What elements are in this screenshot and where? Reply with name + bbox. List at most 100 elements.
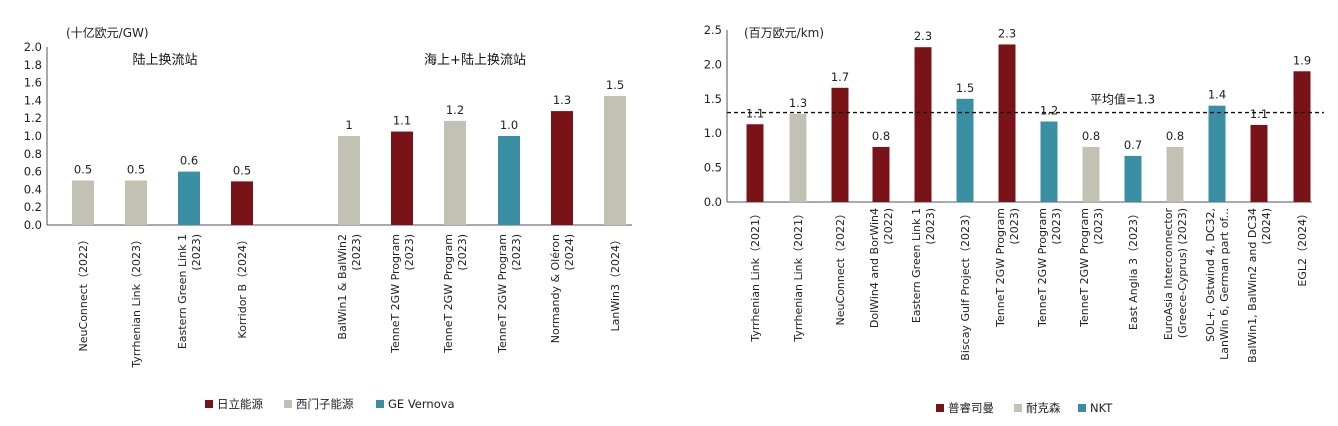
bar [872,146,890,202]
data-label: 0.8 [1166,129,1184,143]
bar [178,171,200,225]
x-tick-label: SOL+, Ostwind 4, DC32, [1204,208,1217,342]
data-label: 1.4 [1208,88,1226,102]
x-tick-label: (2023) [190,234,203,271]
x-tick-label: DolWin4 and BorWin4 [868,208,881,328]
x-tick-label: (2023) [403,234,416,271]
legend-swatch [205,400,213,408]
x-tick-label: (Greece-Cyprus) (2023) [1176,208,1189,338]
legend-label: 耐克森 [1026,401,1061,415]
x-tick-label: BalWin1, BalWin2 and DC34 [1246,208,1259,363]
data-label: 1.9 [1293,53,1311,67]
x-tick-label: Tyrrhenian Link（2023） [130,234,143,369]
bar [1082,146,1100,202]
x-tick-label: Tyrrhenian Link（2021） [749,208,762,343]
chart-cost-per-gw: 0.0 0.2 0.4 0.6 0.8 1.0 1.2 1.4 1.6 1.8 2.0 (十亿欧元/G… [24,25,632,411]
data-label: 1.3 [789,96,807,110]
data-label: 0.5 [127,163,145,177]
data-label: 0.6 [180,154,198,168]
bar [1166,146,1184,202]
x-tick-label: EuroAsia Interconnector [1162,208,1175,341]
bar [1124,155,1142,202]
y-tick-label: 1.4 [24,93,42,107]
chart-cost-per-km: 0.0 0.5 1.0 1.5 2.0 2.5 (百万欧元/km) 1.1 Tyrrhenian… [704,23,1324,415]
x-tick-label: Biscay Gulf Project（2023） [959,208,972,361]
legend-swatch [1014,404,1022,412]
legend-label: 西门子能源 [296,397,354,411]
y-tick-label: 0.6 [24,165,42,179]
group-label-onshore: 陆上换流站 [132,52,197,68]
legend-label: NKT [1090,401,1113,415]
data-label: 2.3 [914,29,932,43]
bar [789,113,807,202]
bar [831,87,849,202]
data-label: 0.8 [1082,129,1100,143]
x-tick-label: BalWin1 & BalWin2 [336,234,349,340]
legend-swatch [1078,404,1086,412]
y-tick-label: 2.5 [704,23,722,37]
y-tick-label: 0.2 [24,200,42,214]
data-label: 1.2 [1040,104,1058,118]
bar [125,180,147,225]
x-tick-label: (2023) [456,234,469,271]
group-label-offshore-onshore: 海上+陆上换流站 [424,52,526,68]
x-tick-label: TenneT 2GW Program [1036,208,1049,328]
x-tick-label: LanWin3（2024） [609,234,622,332]
bar [998,44,1016,203]
x-tick-label: NeuConnect（2022） [834,208,847,325]
bar [72,180,94,225]
x-tick-label: TenneT 2GW Program [389,234,402,354]
bar [551,111,573,225]
y-tick-label: 0.0 [704,195,722,209]
legend-label: 日立能源 [217,397,263,411]
data-label: 0.5 [233,163,251,177]
data-label: 1.2 [446,103,464,117]
data-label: 0.7 [1124,138,1142,152]
bar [1293,71,1311,202]
x-tick-label: Korridor B（2024） [236,234,249,339]
x-tick-label: TenneT 2GW Program [994,208,1007,328]
y-tick-label: 2.0 [704,57,722,71]
bar [746,124,764,202]
y-tick-label: 1.0 [704,126,722,140]
legend: 日立能源 西门子能源 GE Vernova [205,397,455,411]
x-tick-label: TenneT 2GW Program [496,234,509,354]
x-tick-label: Eastern Green Link 1 [910,208,923,323]
bar [1040,121,1058,202]
y-tick-label: 0.8 [24,147,42,161]
data-label: 1.1 [393,114,411,128]
unit-label: (十亿欧元/GW) [66,25,149,40]
legend-swatch [376,400,384,408]
bar [1208,105,1226,202]
bar [914,47,932,203]
x-tick-label: TenneT 2GW Program [1078,208,1091,328]
y-tick-label: 1.2 [24,111,42,125]
x-tick-label: Eastern Green Link 1 [176,234,189,349]
legend-swatch [936,404,944,412]
data-label: 1.1 [1250,107,1268,121]
x-tick-label: (2024) [563,234,576,271]
x-tick-label: (2023) [510,234,523,271]
x-tick-label: (2023) [1008,208,1021,245]
legend-swatch [284,400,292,408]
y-tick-label: 1.8 [24,58,42,72]
data-label: 1.5 [606,78,624,92]
bar [231,181,253,225]
x-tick-label: TenneT 2GW Program [442,234,455,354]
x-tick-label: (2023) [1050,208,1063,245]
y-tick-label: 2.0 [24,40,42,54]
y-tick-label: 1.6 [24,76,42,90]
data-label: 1.7 [831,70,849,84]
legend-label: GE Vernova [388,397,455,411]
bar [604,95,626,225]
data-label: 1.3 [553,93,571,107]
data-label: 1 [345,118,352,132]
data-label: 0.8 [872,129,890,143]
bar [956,98,974,202]
x-tick-label: (2023) [924,208,937,245]
x-tick-label: (2024) [1260,208,1273,245]
x-tick-label: EGL2（2024） [1296,208,1309,287]
bar [498,136,520,225]
y-tick-label: 0.4 [24,182,42,196]
y-tick-label: 1.5 [704,92,722,106]
